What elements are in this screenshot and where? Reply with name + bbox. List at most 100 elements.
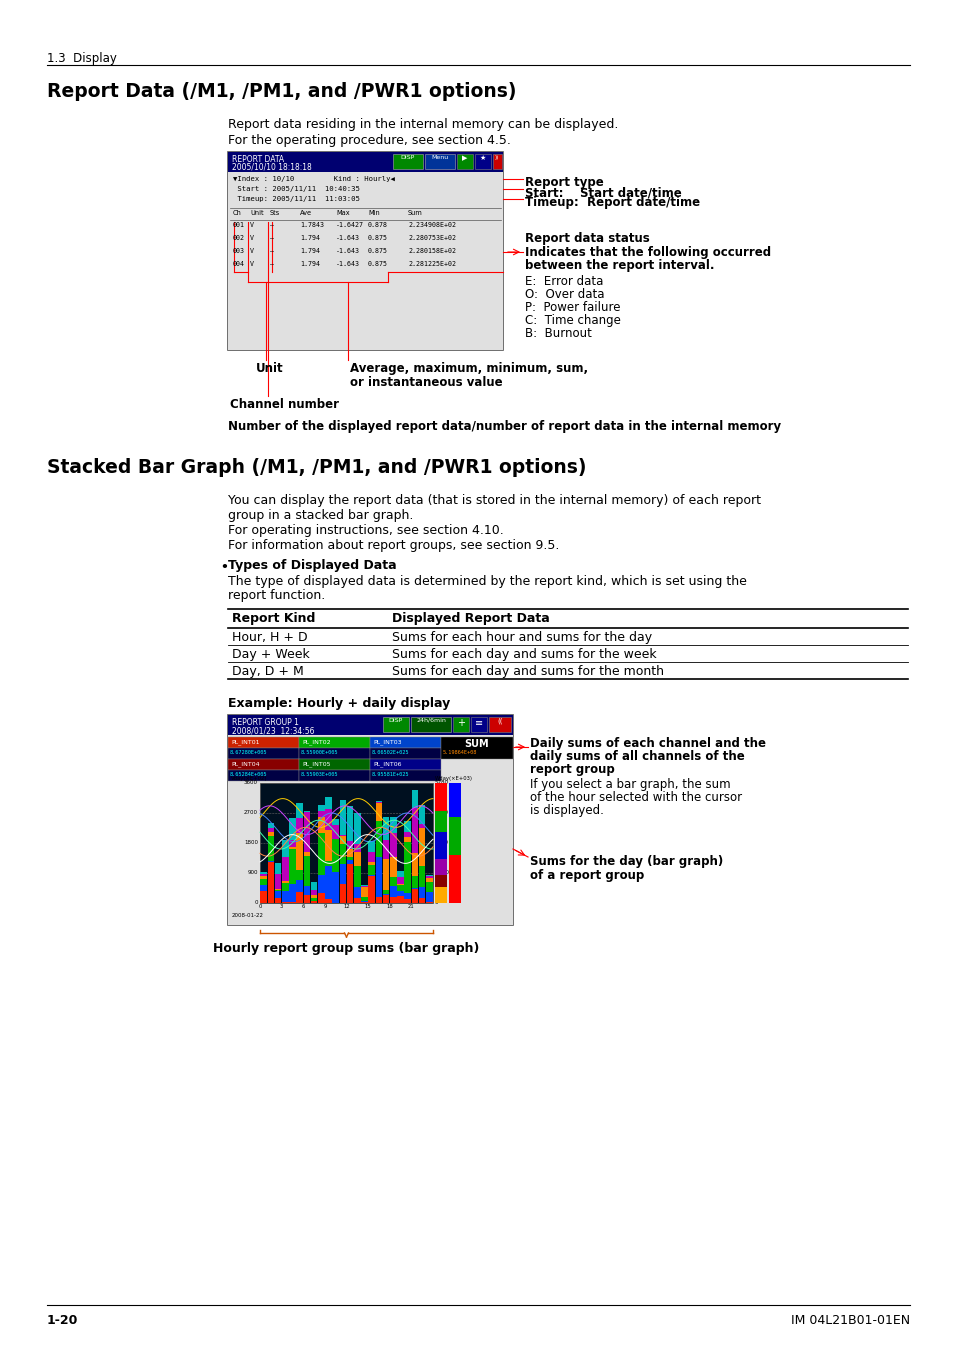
Bar [418, 805, 425, 823]
Text: Report Kind: Report Kind [232, 612, 315, 625]
Bar [339, 844, 346, 864]
Bar [370, 769, 440, 782]
Bar [412, 888, 417, 903]
Text: 1.794: 1.794 [299, 235, 319, 242]
Bar [325, 796, 332, 809]
Bar [404, 841, 411, 894]
Bar [382, 840, 389, 859]
Text: 1800: 1800 [244, 841, 257, 845]
Bar [368, 841, 375, 852]
Bar [347, 806, 353, 841]
Bar [228, 734, 513, 925]
Bar [260, 872, 267, 873]
Bar [404, 899, 411, 903]
Bar [317, 875, 324, 894]
Bar [298, 748, 370, 759]
Bar [339, 834, 346, 836]
Text: 0.875: 0.875 [368, 235, 388, 242]
Text: between the report interval.: between the report interval. [524, 259, 714, 271]
Text: +: + [456, 718, 464, 728]
Bar [368, 875, 375, 876]
Text: P:  Power failure: P: Power failure [524, 301, 619, 315]
Text: 0: 0 [258, 904, 261, 909]
Bar [382, 859, 389, 891]
Bar [296, 833, 303, 871]
Bar [347, 841, 353, 849]
Text: Sts: Sts [270, 211, 280, 216]
Bar [332, 872, 338, 903]
Bar [274, 863, 281, 875]
Text: 0.875: 0.875 [368, 261, 388, 267]
Text: DISP: DISP [389, 718, 403, 724]
Text: IM 04L21B01-01EN: IM 04L21B01-01EN [790, 1314, 909, 1327]
Bar [361, 886, 368, 887]
Text: 8.06502E+025: 8.06502E+025 [372, 751, 409, 755]
Bar [260, 886, 267, 891]
Text: —: — [270, 261, 274, 267]
Text: report group: report group [530, 763, 614, 776]
Text: Start:    Start date/time: Start: Start date/time [524, 186, 681, 198]
Bar [303, 895, 310, 903]
Bar [289, 849, 295, 884]
Text: 18: 18 [386, 904, 393, 909]
Bar [440, 737, 513, 759]
Bar [311, 895, 317, 898]
Bar [267, 828, 274, 832]
Text: )): )) [495, 155, 498, 161]
Bar [390, 857, 396, 878]
Text: Indicates that the following occurred: Indicates that the following occurred [524, 246, 770, 259]
Text: If you select a bar graph, the sum: If you select a bar graph, the sum [530, 778, 730, 791]
Text: 8.95581E+025: 8.95581E+025 [372, 772, 409, 778]
Text: Wday(×E+03): Wday(×E+03) [435, 776, 473, 782]
Text: V: V [250, 248, 253, 254]
Bar [274, 875, 281, 890]
Bar [396, 872, 403, 878]
Bar [375, 821, 382, 857]
Bar [354, 813, 360, 844]
Bar [396, 896, 403, 903]
Bar [456, 154, 473, 169]
Text: 004: 004 [233, 261, 245, 267]
Bar [274, 891, 281, 898]
Bar [282, 891, 288, 902]
Bar [296, 892, 303, 903]
Text: 1.794: 1.794 [299, 261, 319, 267]
Text: 0.878: 0.878 [368, 221, 388, 228]
Bar [303, 886, 310, 895]
Bar [296, 880, 303, 892]
Text: 2700: 2700 [244, 810, 257, 815]
Bar [339, 864, 346, 884]
Bar [404, 837, 411, 841]
Bar [282, 883, 288, 891]
Bar [347, 857, 353, 860]
Text: —: — [270, 221, 274, 228]
Bar [435, 783, 447, 810]
Bar [354, 844, 360, 852]
Bar [370, 748, 440, 759]
Text: 1.3  Display: 1.3 Display [47, 53, 117, 65]
Bar [311, 882, 317, 890]
Bar [390, 886, 396, 898]
Bar [426, 876, 433, 878]
Bar [393, 154, 422, 169]
Text: V: V [250, 221, 253, 228]
Bar [370, 737, 440, 748]
Text: 3600: 3600 [244, 780, 257, 786]
Bar [296, 818, 303, 833]
Text: of a report group: of a report group [530, 869, 643, 882]
Bar [311, 890, 317, 895]
Text: PL_INT03: PL_INT03 [373, 738, 401, 745]
Text: Report data residing in the internal memory can be displayed.: Report data residing in the internal mem… [228, 117, 618, 131]
Bar [435, 875, 447, 887]
Text: C:  Time change: C: Time change [524, 315, 620, 327]
Text: Example: Hourly + daily display: Example: Hourly + daily display [228, 697, 450, 710]
Bar [361, 900, 368, 902]
Bar [347, 849, 353, 857]
Bar [435, 887, 447, 903]
Bar [260, 783, 433, 903]
Bar [282, 857, 288, 882]
Text: O:  Over data: O: Over data [524, 288, 604, 301]
Text: •: • [220, 562, 228, 574]
Text: B:  Burnout: B: Burnout [524, 327, 591, 340]
Bar [298, 769, 370, 782]
